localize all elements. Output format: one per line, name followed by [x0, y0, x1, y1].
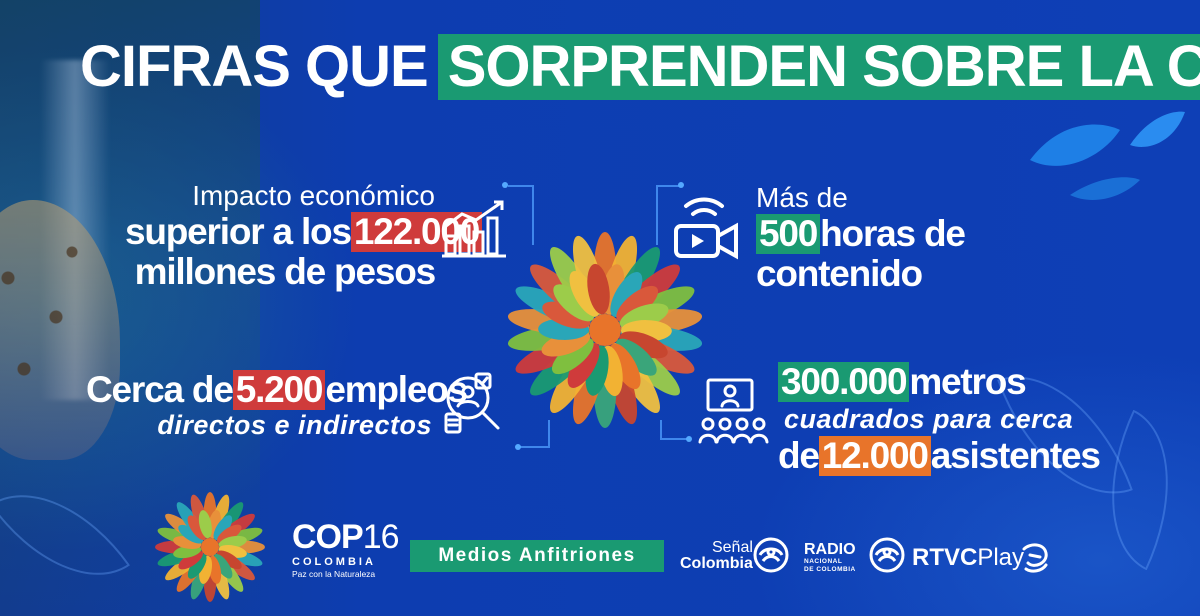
page-title: CIFRAS QUE SORPRENDEN SOBRE LA COP16	[80, 34, 1200, 100]
stat-content-line3: contenido	[756, 253, 923, 294]
stat-jobs-line1-post: empleos	[325, 369, 468, 410]
stat-content-line2-post: horas de	[820, 213, 966, 254]
flower-petal	[213, 515, 233, 540]
connector-line	[520, 420, 550, 448]
flower-petal	[567, 343, 600, 388]
stat-space-value: 300.000	[778, 362, 910, 402]
cop16-title: COP16	[292, 518, 400, 556]
stat-space-line2: cuadrados para cerca	[784, 404, 1074, 434]
flower-petal	[178, 524, 203, 544]
connector-dot	[678, 182, 684, 188]
medios-anfitriones-badge: Medios Anfitriones	[410, 540, 664, 572]
flower-petal	[542, 301, 591, 329]
stat-economic-line2-pre: superior a los	[125, 211, 352, 252]
flower-petal	[216, 524, 242, 544]
connector-dot	[515, 444, 521, 450]
blue-leaves-decoration	[1030, 111, 1185, 200]
rtvc-play-bold: RTVC	[912, 544, 978, 571]
stat-jobs-line1: Cerca de5.200empleos	[86, 369, 468, 410]
connector-dot	[502, 182, 508, 188]
connector-dot	[686, 436, 692, 442]
flower-petal	[217, 550, 242, 570]
radio-nacional-l2b: DE COLOMBIA	[804, 566, 856, 573]
stat-content-value: 500	[756, 214, 821, 254]
title-part-2-highlight: SORPRENDEN SOBRE LA COP16	[437, 34, 1200, 100]
flower-center	[201, 538, 219, 556]
flower-petal	[553, 284, 595, 322]
rtvc-play-logo: RTVCPlay	[912, 545, 1024, 571]
cop16-flower-logo-small	[155, 492, 265, 602]
flower-petal	[615, 338, 657, 376]
stat-economic-impact: Impacto económico superior a los122.000 …	[125, 180, 483, 292]
stat-space-line1-post: metros	[909, 361, 1026, 402]
cop16-title-number: 16	[362, 518, 400, 556]
job-search-icon	[444, 372, 500, 434]
stat-content-line1: Más de	[756, 182, 848, 213]
connector-line	[660, 420, 690, 440]
stat-jobs: Cerca de5.200empleos directos e indirect…	[86, 369, 468, 441]
radio-nacional-l1: RADIO	[804, 541, 856, 558]
flower-petal	[619, 331, 668, 359]
rtvc-play-thin: Play	[977, 544, 1025, 571]
stat-jobs-line2: directos e indirectos	[157, 410, 432, 440]
radio-nacional-swirl-icon	[869, 537, 905, 573]
senal-colombia-swirl-icon	[753, 537, 789, 573]
flower-petal	[610, 272, 643, 317]
cop16-country: COLOMBIA	[292, 556, 376, 568]
cop16-flower-logo	[507, 232, 703, 428]
audience-presentation-icon	[698, 378, 769, 444]
stat-space-line1: 300.000metros	[778, 362, 1100, 402]
radio-nacional-l2a: NACIONAL	[804, 558, 843, 565]
bar-chart-growth-icon	[442, 200, 506, 258]
connector-line	[508, 185, 534, 245]
title-part-1: CIFRAS QUE	[80, 34, 429, 99]
senal-colombia-l1: Señal	[711, 539, 753, 556]
stat-space-attendees-value: 12.000	[818, 436, 931, 476]
stat-content-line2: 500horas de	[756, 213, 966, 254]
stat-space-line3: de12.000asistentes	[778, 435, 1101, 476]
flower-petal	[178, 550, 204, 570]
flower-petal	[551, 338, 594, 375]
video-camera-signal-icon	[674, 197, 738, 260]
senal-colombia-l2: Colombia	[680, 555, 753, 572]
flower-petal	[187, 515, 207, 541]
flower-petal	[198, 510, 212, 539]
stat-content-hours: Más de 500horas de contenido	[756, 182, 966, 294]
stat-jobs-line1-pre: Cerca de	[86, 369, 234, 410]
senal-colombia-logo: Señal Colombia	[680, 540, 753, 572]
stat-economic-line3: millones de pesos	[134, 251, 437, 292]
flower-center	[589, 314, 621, 346]
connector-line	[656, 185, 682, 245]
rtvc-play-icon	[1022, 543, 1048, 573]
flower-petal	[213, 553, 233, 579]
flower-petal	[587, 263, 610, 315]
cop16-logo-text: COP16 COLOMBIA Paz con la Naturaleza	[292, 518, 400, 579]
cop16-title-bold: COP	[292, 518, 364, 556]
stat-space-line3-post: asistentes	[930, 435, 1101, 476]
stat-economic-line1: Impacto económico	[192, 180, 435, 211]
cop16-tagline: Paz con la Naturaleza	[292, 569, 376, 579]
flower-petal	[187, 554, 207, 579]
radio-nacional-logo: RADIO NACIONAL DE COLOMBIA	[804, 542, 856, 574]
stat-space: 300.000metros cuadrados para cerca de12.…	[778, 362, 1101, 476]
stat-economic-line2: superior a los122.000	[125, 211, 483, 252]
flower-petal	[616, 285, 659, 322]
stat-jobs-value: 5.200	[232, 370, 326, 410]
stat-space-line3-pre: de	[778, 435, 820, 476]
